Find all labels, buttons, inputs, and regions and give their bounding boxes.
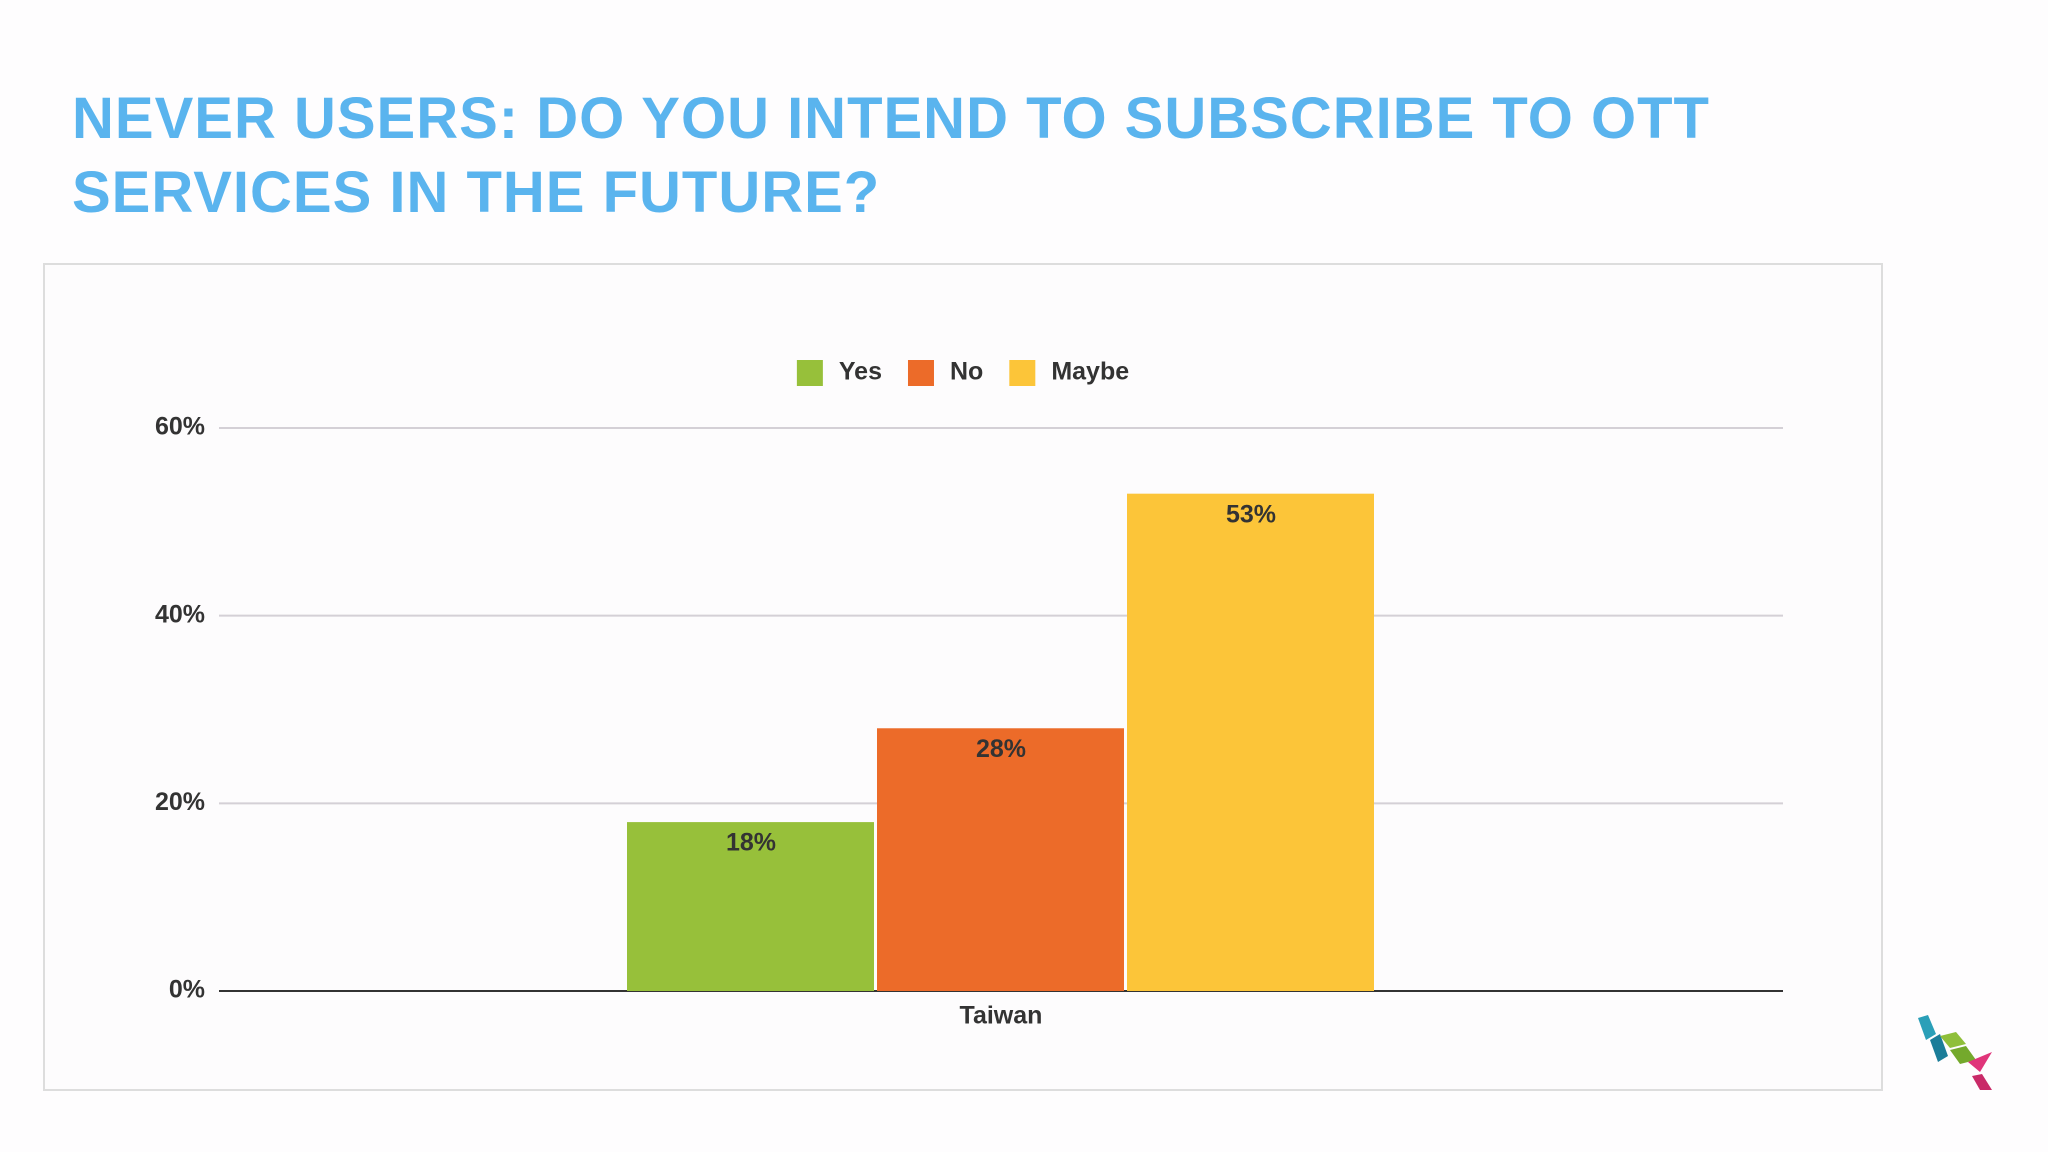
logo-shape [1972, 1074, 1992, 1090]
legend-label: Maybe [1051, 358, 1129, 386]
chart-title: NEVER USERS: DO YOU INTEND TO SUBSCRIBE … [72, 86, 1710, 225]
logo-shape [1918, 1015, 1936, 1040]
y-tick-label: 40% [155, 600, 205, 628]
logo-shape [1930, 1034, 1948, 1062]
legend-swatch [907, 360, 934, 386]
logo-shape [1950, 1046, 1976, 1064]
logo-shape [1968, 1052, 1992, 1072]
legend-label: No [950, 358, 983, 386]
data-label: 53% [1226, 500, 1276, 528]
legend-label: Yes [839, 358, 882, 386]
bar [1127, 493, 1374, 991]
logo-shape [1940, 1032, 1966, 1048]
data-label: 28% [976, 735, 1026, 763]
bar [627, 822, 874, 991]
y-tick-label: 60% [155, 413, 205, 441]
y-tick-label: 20% [155, 788, 205, 816]
legend-swatch [796, 360, 823, 386]
data-label: 18% [726, 829, 776, 857]
x-tick-label: Taiwan [960, 1002, 1043, 1030]
logo [1918, 1015, 1992, 1090]
y-tick-label: 0% [169, 976, 205, 1004]
bar [877, 728, 1124, 991]
legend-swatch [1009, 360, 1036, 386]
